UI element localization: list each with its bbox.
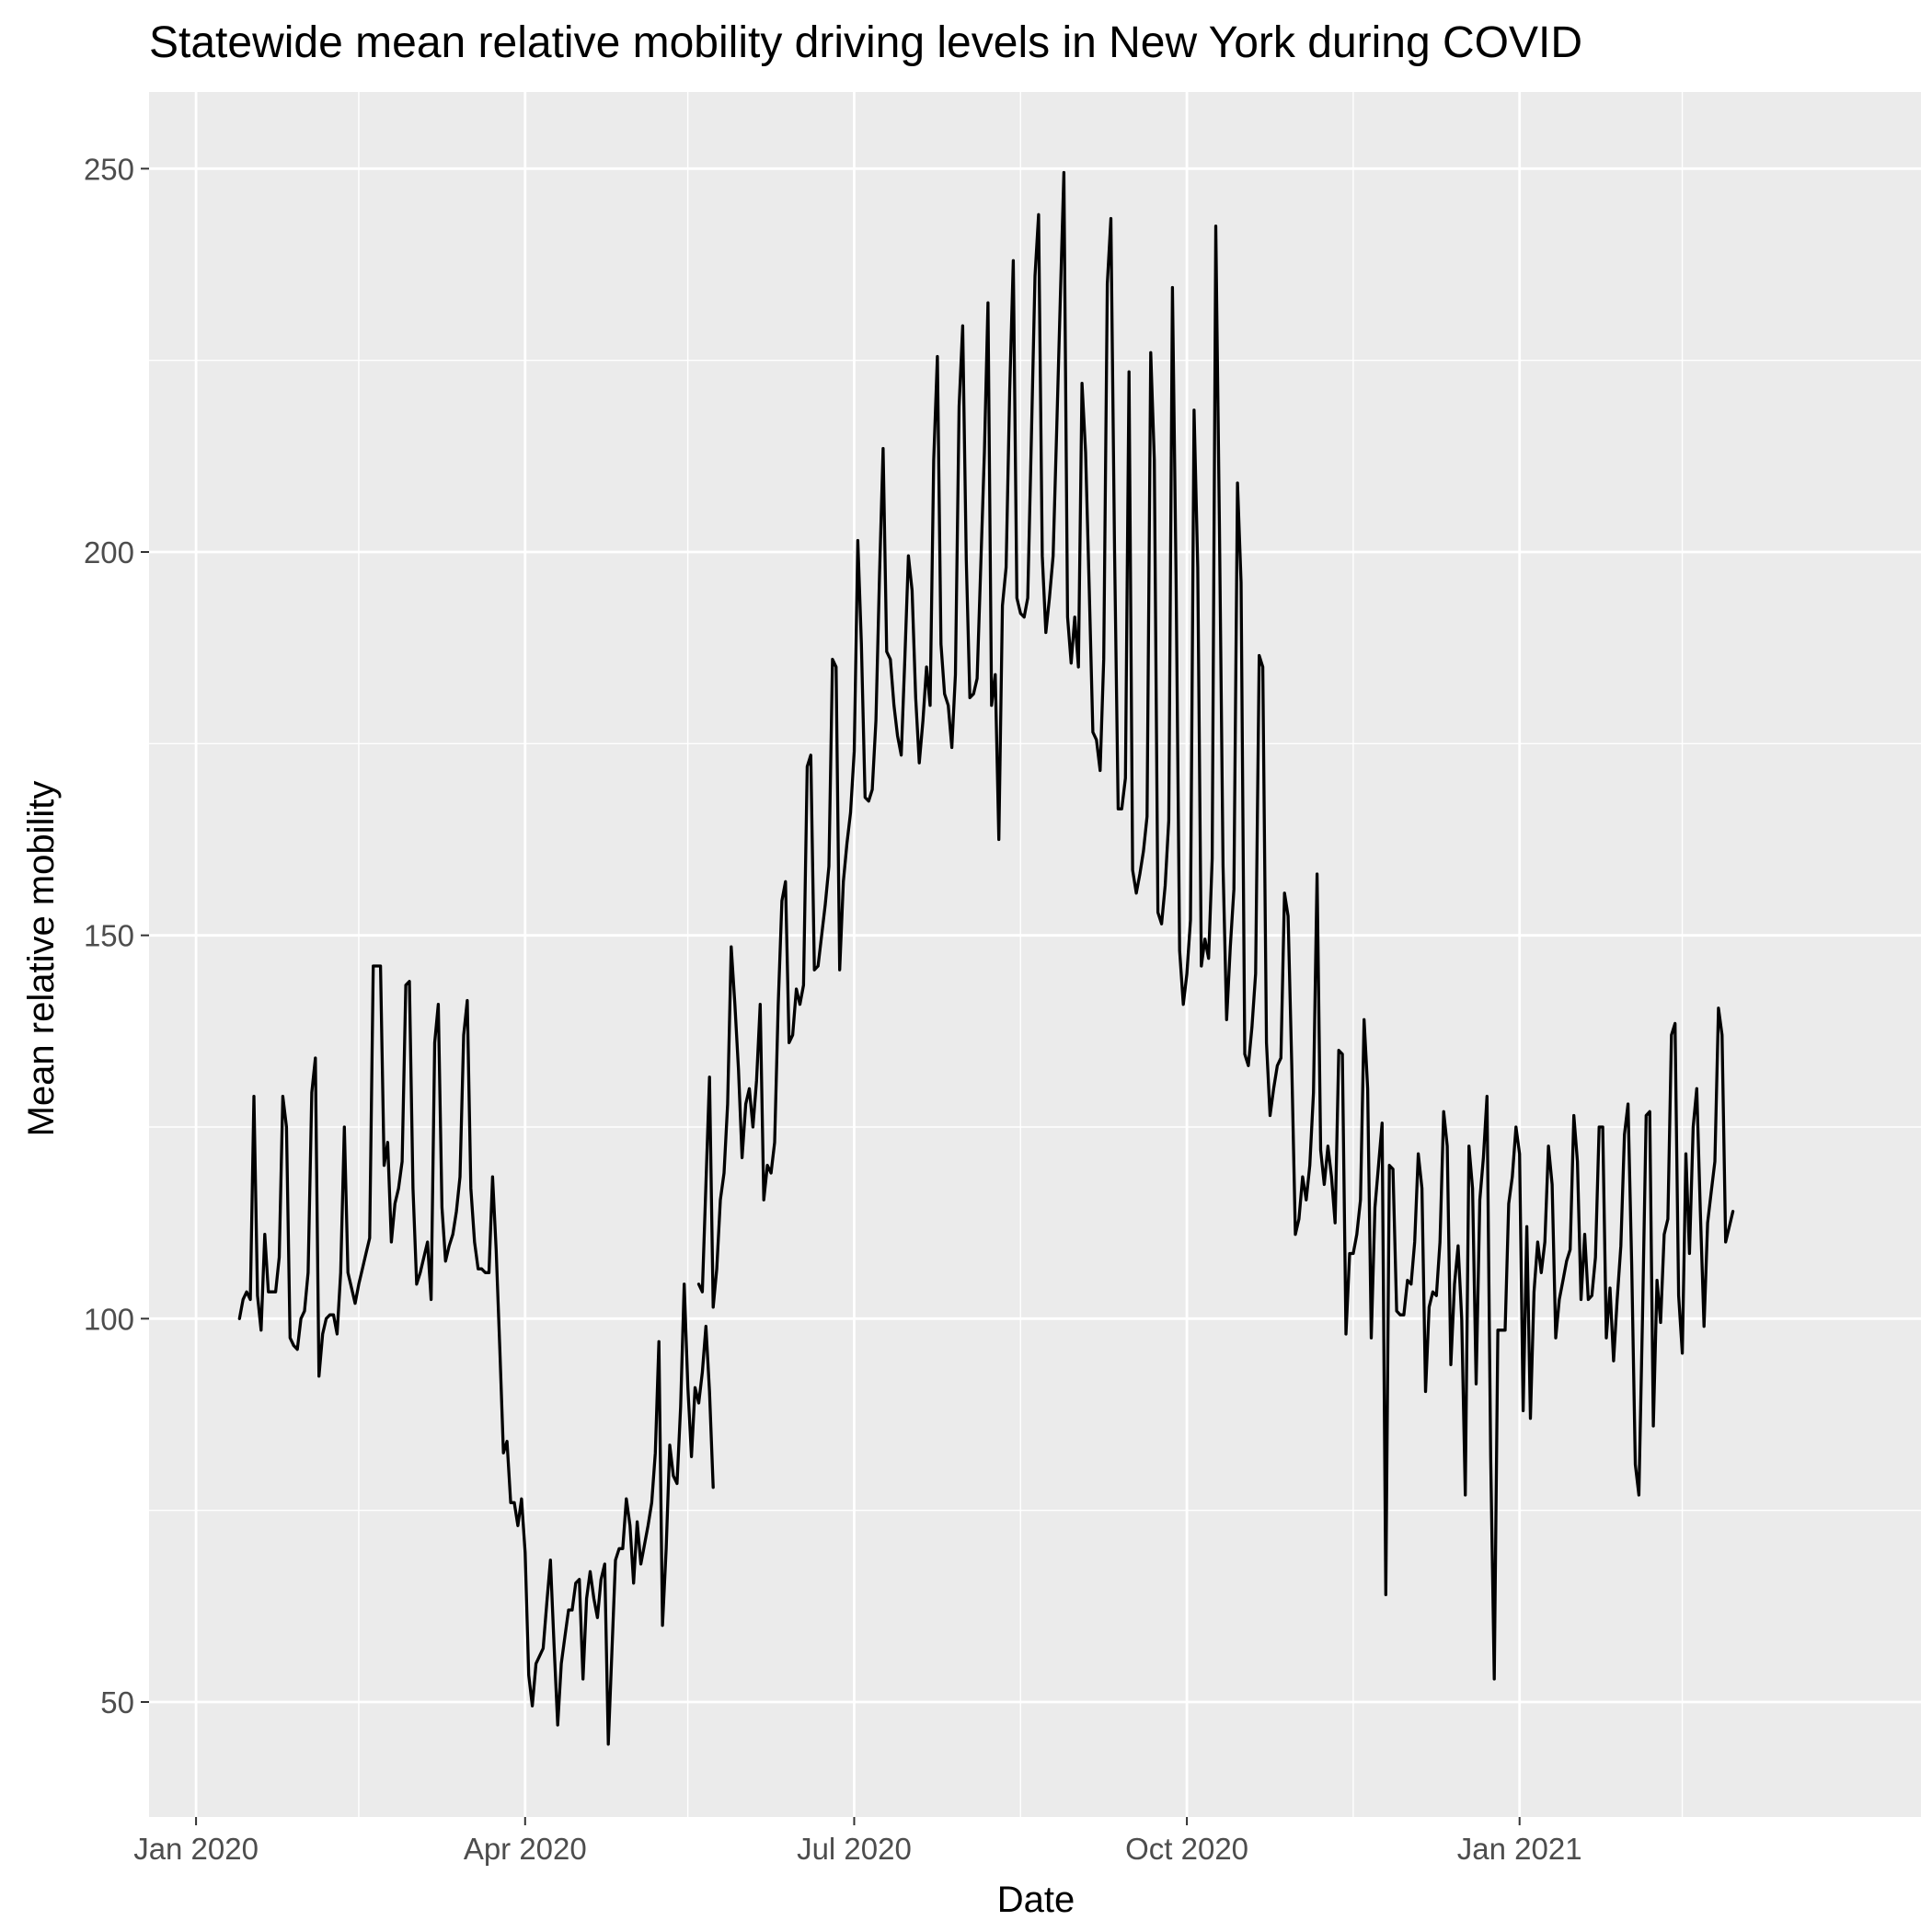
minor-x-gridlines bbox=[358, 92, 1684, 1817]
series-line-segment-2 bbox=[696, 170, 1735, 1681]
series-line-segment-1 bbox=[237, 964, 715, 1746]
y-axis: 50 100 150 200 250 bbox=[84, 152, 149, 1719]
y-tick-label: 250 bbox=[84, 152, 134, 186]
minor-y-gridlines bbox=[149, 359, 1921, 1512]
y-tick-label: 150 bbox=[84, 919, 134, 953]
x-axis-title: Date bbox=[997, 1880, 1075, 1920]
y-tick-label: 100 bbox=[84, 1302, 134, 1336]
y-tick-label: 50 bbox=[100, 1685, 134, 1719]
series-lines bbox=[237, 170, 1735, 1746]
y-axis-title: Mean relative mobility bbox=[21, 781, 62, 1137]
x-tick-label: Jul 2020 bbox=[797, 1832, 912, 1866]
x-tick-label: Jan 2021 bbox=[1457, 1832, 1582, 1866]
plot-panel bbox=[149, 92, 1921, 1817]
x-tick-label: Oct 2020 bbox=[1125, 1832, 1248, 1866]
major-y-gridlines bbox=[149, 167, 1921, 1704]
x-tick-label: Jan 2020 bbox=[133, 1832, 259, 1866]
chart-title: Statewide mean relative mobility driving… bbox=[149, 18, 1582, 67]
x-tick-label: Apr 2020 bbox=[464, 1832, 587, 1866]
y-tick-label: 200 bbox=[84, 535, 134, 569]
x-axis: Jan 2020 Apr 2020 Jul 2020 Oct 2020 Jan 2021 bbox=[133, 1817, 1582, 1866]
